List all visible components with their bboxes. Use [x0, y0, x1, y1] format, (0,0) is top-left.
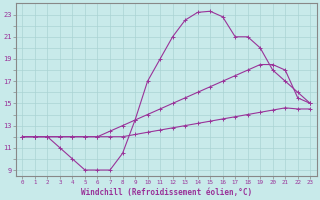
X-axis label: Windchill (Refroidissement éolien,°C): Windchill (Refroidissement éolien,°C): [81, 188, 252, 197]
